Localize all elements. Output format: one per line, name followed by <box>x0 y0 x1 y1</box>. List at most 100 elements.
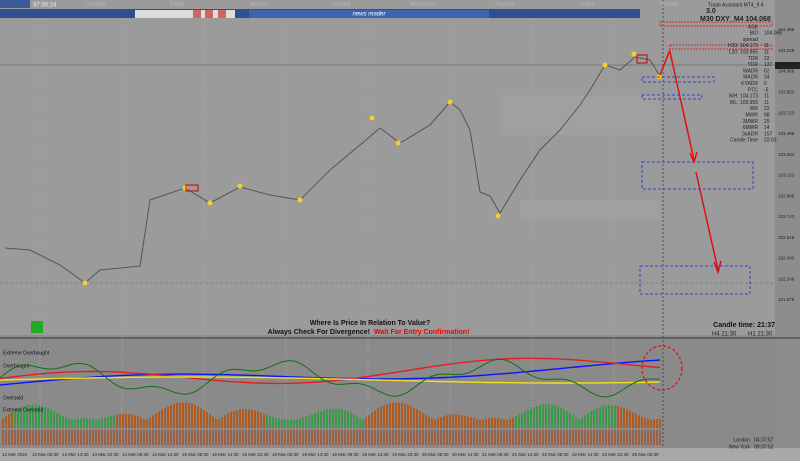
panel-label: MWR <box>746 113 759 119</box>
hist-base <box>47 430 49 445</box>
hist-base <box>461 430 463 445</box>
hist-base <box>413 430 415 445</box>
date-label: 14 Mar 06:30 <box>122 452 149 457</box>
hist-bar <box>533 407 535 428</box>
panel-label: PTC <box>748 87 758 93</box>
hist-base <box>380 430 382 445</box>
hist-base <box>161 430 163 445</box>
date-label: 19 Mar 06:30 <box>332 452 359 457</box>
hist-base <box>14 430 16 445</box>
hist-base <box>476 430 478 445</box>
hist-base <box>275 430 277 445</box>
hist-base <box>539 430 541 445</box>
hist-bar <box>311 414 313 428</box>
panel-label: 3MWR <box>743 119 759 125</box>
day-label: Friday <box>580 1 594 7</box>
hist-base <box>638 430 640 445</box>
swatch[interactable] <box>218 10 226 18</box>
swatch[interactable] <box>205 10 213 18</box>
hist-base <box>491 430 493 445</box>
hist-base <box>443 430 445 445</box>
news-button[interactable] <box>249 10 489 18</box>
hist-base <box>215 430 217 445</box>
hist-bar <box>650 419 652 428</box>
hist-bar <box>329 408 331 428</box>
hist-bar <box>188 402 190 428</box>
hist-base <box>8 430 10 445</box>
date-label: 20 Mar 14:30 <box>452 452 479 457</box>
panel-label: YDR <box>747 62 758 68</box>
hist-bar <box>281 419 283 428</box>
hist-bar <box>305 416 307 428</box>
hist-bar <box>266 414 268 428</box>
hist-base <box>197 430 199 445</box>
day-label: Monday <box>250 1 268 7</box>
hist-bar <box>62 415 64 428</box>
hist-bar <box>341 409 343 428</box>
hist-base <box>344 430 346 445</box>
hist-base <box>557 430 559 445</box>
panel-value: 22 <box>764 56 770 62</box>
message: Wait For Entry Confirmation! <box>374 329 469 336</box>
histogram <box>2 402 661 445</box>
hist-bar <box>254 410 256 428</box>
hist-bar <box>17 408 19 428</box>
hist-bar <box>53 411 55 428</box>
hist-bar <box>641 416 643 428</box>
hist-base <box>212 430 214 445</box>
hist-bar <box>521 412 523 428</box>
hist-base <box>305 430 307 445</box>
hist-bar <box>407 404 409 428</box>
hist-base <box>485 430 487 445</box>
hist-base <box>194 430 196 445</box>
hist-bar <box>473 418 475 428</box>
hist-base <box>125 430 127 445</box>
hist-bar <box>101 418 103 428</box>
link-icon[interactable] <box>31 321 43 333</box>
session-time: 09:37:52 <box>754 444 774 450</box>
hist-base <box>560 430 562 445</box>
hist-bar <box>326 409 328 428</box>
swatch[interactable] <box>193 10 201 18</box>
hist-base <box>131 430 133 445</box>
hist-base <box>428 430 430 445</box>
hist-bar <box>371 412 373 428</box>
hist-bar <box>302 417 304 428</box>
price-label: 103.953 <box>778 89 795 94</box>
hist-bar <box>68 418 70 428</box>
hist-bar <box>242 409 244 428</box>
price-tag <box>775 62 800 69</box>
panel-label: WADR <box>743 68 758 74</box>
hist-bar <box>251 409 253 428</box>
hist-base <box>287 430 289 445</box>
hist-base <box>431 430 433 445</box>
hist-bar <box>581 417 583 428</box>
hist-base <box>656 430 658 445</box>
hist-base <box>581 430 583 445</box>
hist-base <box>185 430 187 445</box>
panel-label: ASK <box>748 24 759 30</box>
hist-bar <box>575 417 577 428</box>
candle-time: Candle time: 21:37 <box>713 322 775 329</box>
hist-bar <box>92 419 94 428</box>
hist-base <box>296 430 298 445</box>
hist-bar <box>179 402 181 428</box>
panel-value: 137 <box>764 62 773 68</box>
zones <box>70 95 660 260</box>
hist-bar <box>434 419 436 428</box>
hist-bar <box>227 413 229 428</box>
color-swatches[interactable] <box>135 10 235 18</box>
hist-base <box>206 430 208 445</box>
hist-bar <box>458 414 460 428</box>
hist-bar <box>278 418 280 428</box>
price-label: 104.229 <box>778 48 795 53</box>
hist-base <box>452 430 454 445</box>
hist-bar <box>629 410 631 428</box>
date-label: 19 Mar 14:30 <box>362 452 389 457</box>
hist-base <box>551 430 553 445</box>
hist-base <box>248 430 250 445</box>
hist-bar <box>2 418 4 428</box>
hist-bar <box>56 412 58 428</box>
panel-label: KYADR <box>741 81 758 87</box>
hist-base <box>77 430 79 445</box>
